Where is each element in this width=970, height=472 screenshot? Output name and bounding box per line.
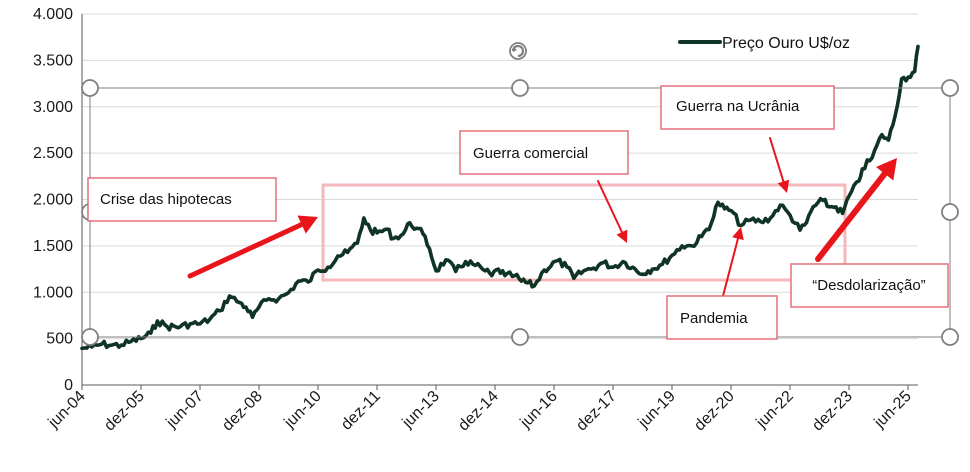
x-tick-label: dez-05 [101, 388, 148, 435]
annot-guerra-comercial-box [459, 130, 629, 175]
annot-pandemia-label: Pandemia [680, 310, 748, 327]
x-tick-label: jun-25 [871, 388, 915, 432]
rotate-handle-icon[interactable] [509, 42, 527, 60]
y-tick-label: 2.000 [33, 192, 73, 209]
y-tick-label: 4.000 [33, 6, 73, 23]
resize-handle[interactable] [511, 328, 529, 346]
series-line-0 [80, 44, 920, 351]
resize-handle[interactable] [941, 203, 959, 221]
x-tick-label: jun-16 [517, 388, 561, 432]
y-tick-label: 0 [64, 377, 73, 394]
y-tick-label: 3.000 [33, 99, 73, 116]
arrow-pandemia [722, 237, 739, 297]
arrow-crise-head [297, 215, 318, 234]
annot-guerra-ucrania-box [660, 85, 835, 130]
y-tick-label: 1.000 [33, 284, 73, 301]
y-tick-label: 1.500 [33, 238, 73, 255]
resize-handle[interactable] [941, 79, 959, 97]
series-layer [80, 44, 920, 351]
y-axis-ticks: 0 500 1.000 1.500 2.000 2.500 3.000 3.500 4.000 [33, 6, 73, 394]
x-tick-label: jun-10 [281, 388, 325, 432]
resize-handle[interactable] [81, 79, 99, 97]
x-tick-label: jun-07 [163, 388, 207, 432]
x-tick-label: dez-20 [691, 388, 738, 435]
annot-desdolarizacao-label: “Desdolarização” [812, 277, 925, 294]
x-tick-label: jun-13 [399, 388, 443, 432]
y-tick-label: 500 [46, 331, 73, 348]
resize-handle[interactable] [511, 79, 529, 97]
legend-label: Preço Ouro U$/oz [722, 35, 850, 52]
x-tick-label: dez-23 [809, 388, 856, 435]
arrow-desdolarizacao-head [876, 158, 897, 181]
annot-guerra-comercial-label: Guerra comercial [473, 145, 588, 162]
resize-handle[interactable] [941, 328, 959, 346]
legend: Preço Ouro U$/oz [678, 35, 850, 52]
y-tick-label: 3.500 [33, 52, 73, 69]
annot-pandemia-box [666, 295, 778, 340]
x-tick-label: dez-11 [338, 388, 384, 434]
arrow-guerra-comercial [597, 180, 623, 234]
resize-handle[interactable] [81, 328, 99, 346]
x-tick-label: jun-19 [635, 388, 679, 432]
annotation-arrows [187, 137, 897, 297]
arrow-desdolarizacao [815, 170, 888, 262]
x-axis-ticks: jun-04 dez-05 jun-07 dez-08 jun-10 dez-11 jun-… [45, 385, 915, 434]
arrow-guerra-ucrania [769, 137, 785, 183]
x-tick-label: jun-22 [753, 388, 797, 432]
x-tick-label: dez-17 [573, 388, 620, 435]
x-tick-label: jun-04 [45, 388, 89, 432]
arrow-guerra-ucrania-head [777, 179, 790, 193]
annot-guerra-ucrania-label: Guerra na Ucrânia [676, 98, 800, 115]
rotate-arrow-head [513, 47, 517, 52]
annot-crise-box [87, 177, 277, 222]
highlight-region [321, 183, 847, 282]
annot-crise-label: Crise das hipotecas [100, 191, 232, 208]
x-tick-label: dez-08 [219, 388, 266, 435]
arrow-pandemia-head [732, 227, 744, 241]
arrow-crise [187, 222, 305, 279]
annotation-boxes: Crise das hipotecas Guerra comercial Guerr… [87, 85, 949, 340]
y-tick-label: 2.500 [33, 145, 73, 162]
x-tick-label: dez-14 [455, 388, 502, 435]
annot-desdolarizacao-box [790, 263, 949, 308]
arrow-guerra-comercial-head [616, 229, 628, 243]
